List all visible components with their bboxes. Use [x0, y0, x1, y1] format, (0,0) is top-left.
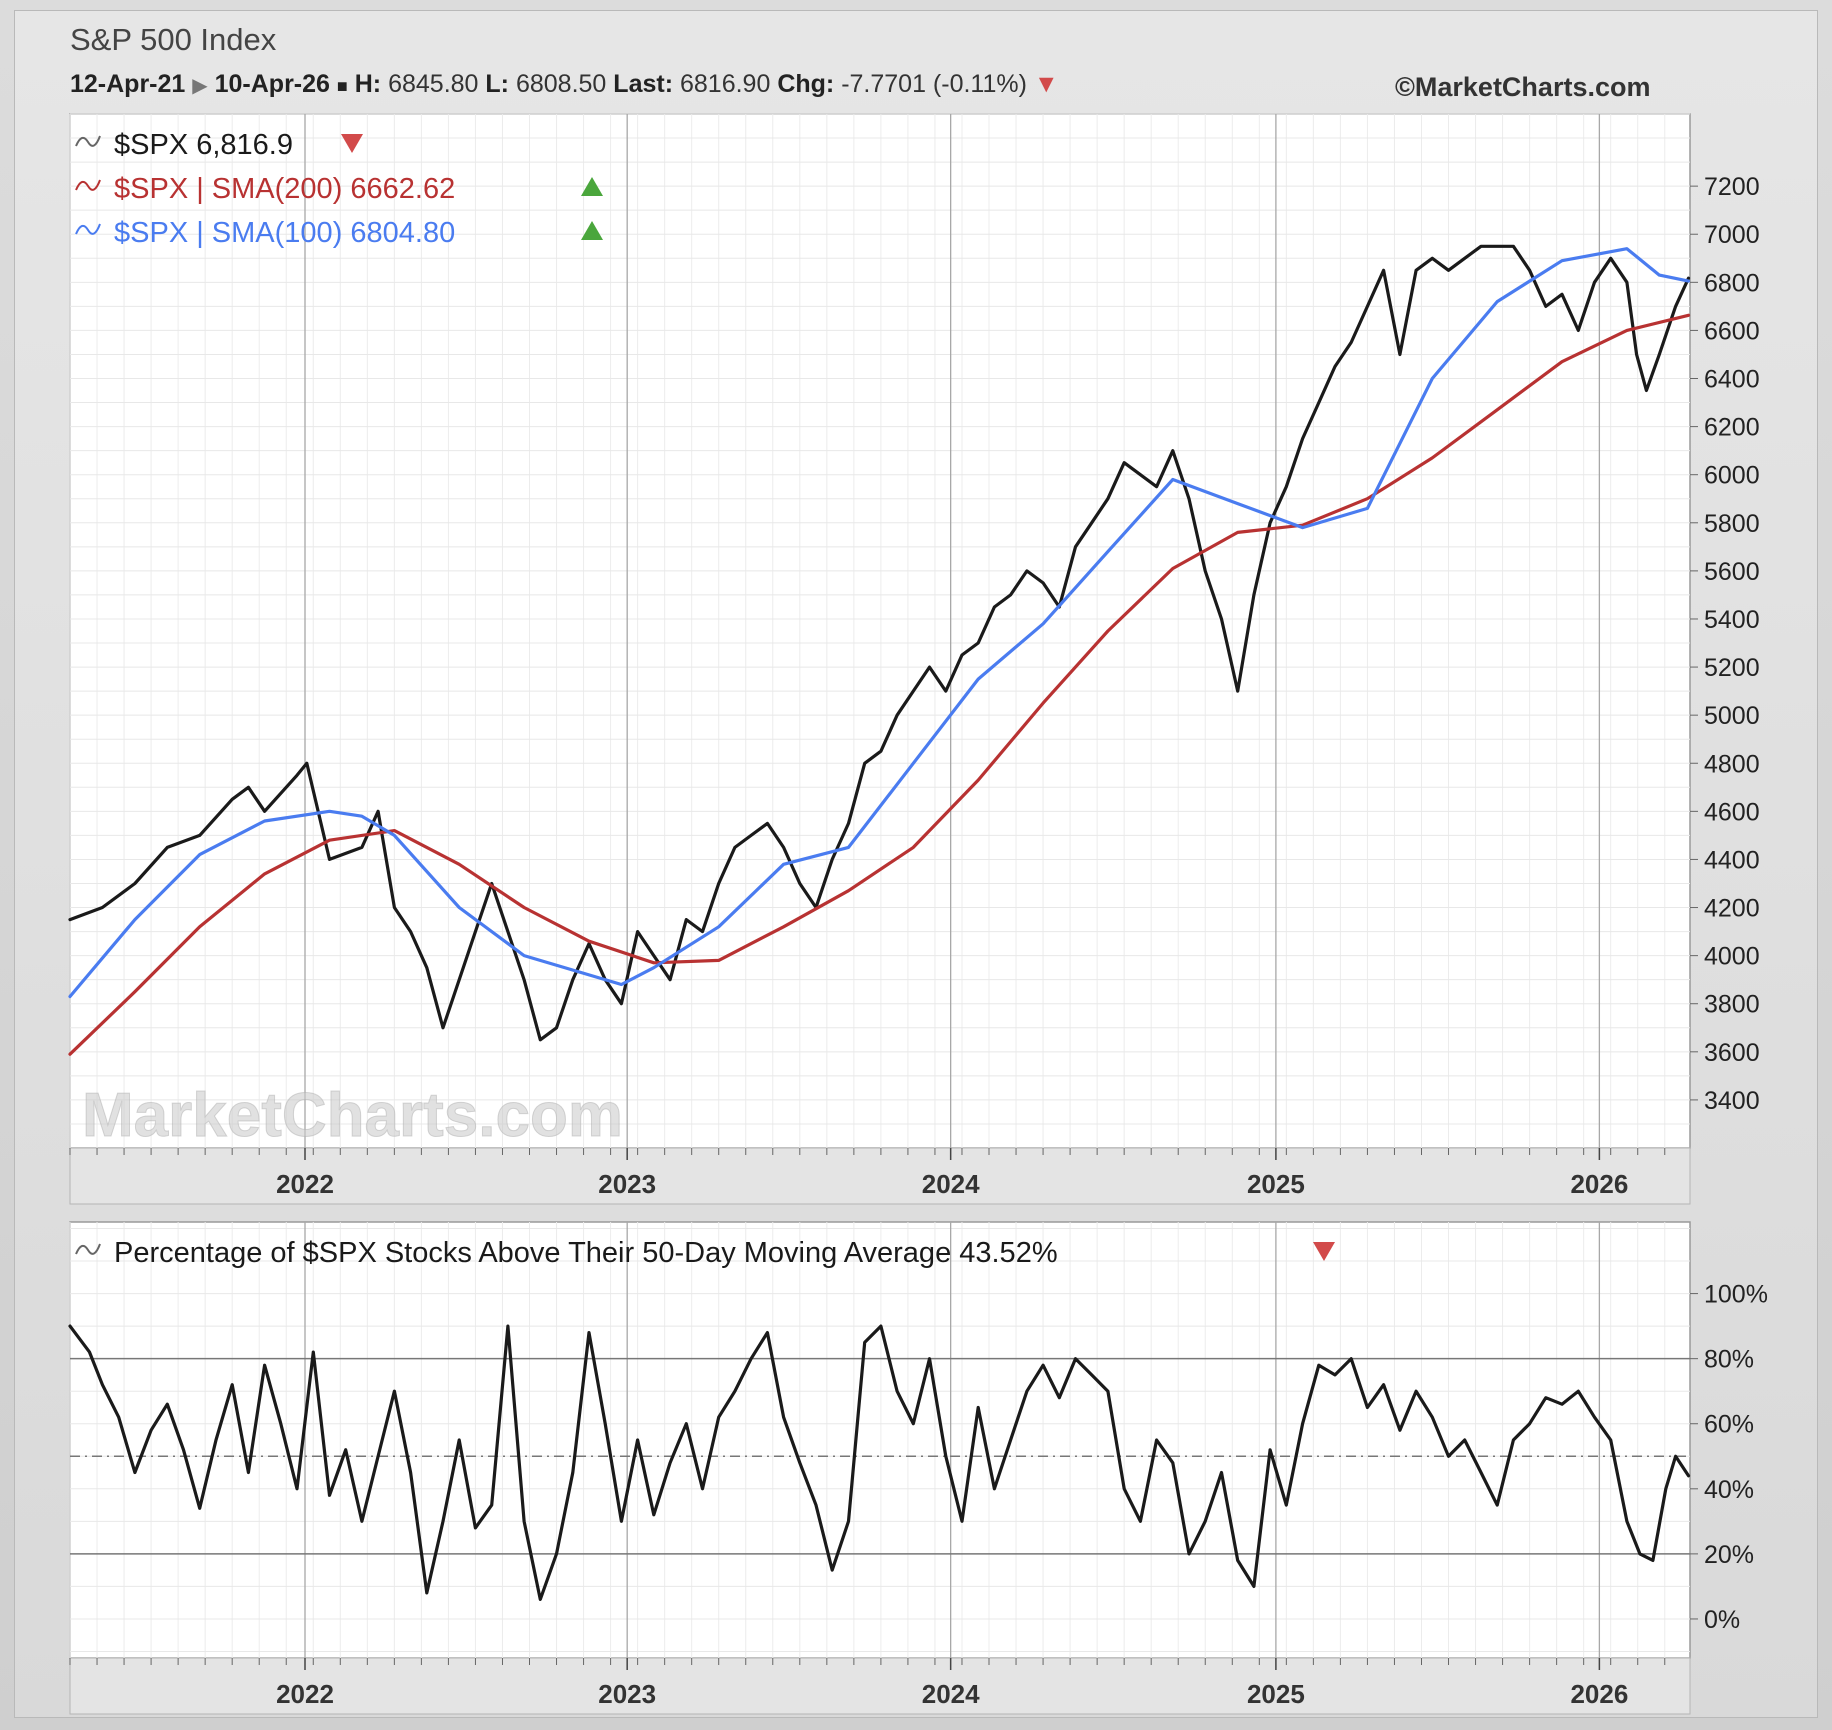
- y-tick-label: 60%: [1704, 1411, 1754, 1439]
- legend-entry-sma100: $SPX | SMA(100) 6804.80: [75, 217, 603, 249]
- end-date: 10-Apr-26: [214, 70, 330, 98]
- y-tick-label: 20%: [1704, 1541, 1754, 1569]
- up-triangle-icon: [581, 177, 603, 196]
- x-tick-label: 2025: [1247, 1169, 1305, 1199]
- last-value: 6816.90: [679, 70, 771, 98]
- down-triangle-icon: [1313, 1242, 1335, 1261]
- y-tick-label: 3400: [1704, 1087, 1760, 1115]
- up-triangle-icon: [581, 221, 603, 240]
- y-tick-label: 100%: [1704, 1281, 1768, 1309]
- chg-value: -7.7701 (-0.11%): [841, 70, 1027, 98]
- x-tick-label: 2026: [1570, 1169, 1628, 1199]
- y-tick-label: 5200: [1704, 654, 1760, 682]
- series-line-sma200: [68, 313, 1691, 1056]
- watermark-logo: MarketCharts.com: [82, 1081, 623, 1150]
- legend-entry-price: $SPX 6,816.9: [75, 129, 363, 161]
- legend-line-icon: [75, 179, 101, 191]
- y-tick-label: 4000: [1704, 943, 1760, 971]
- down-triangle-icon: [341, 134, 363, 153]
- y-tick-label: 80%: [1704, 1346, 1754, 1374]
- legend-label: $SPX | SMA(100) 6804.80: [114, 217, 455, 249]
- copyright-text: ©MarketCharts.com: [1395, 72, 1651, 102]
- y-tick-label: 5000: [1704, 702, 1760, 730]
- y-tick-label: 40%: [1704, 1476, 1754, 1504]
- legend-label: Percentage of $SPX Stocks Above Their 50…: [114, 1237, 1058, 1269]
- y-tick-label: 6200: [1704, 414, 1760, 442]
- down-triangle-icon: ▼: [1033, 70, 1059, 98]
- high-value: 6845.80: [388, 70, 479, 98]
- high-label: H:: [354, 70, 382, 98]
- x-axis-strip-price: [69, 1147, 1691, 1205]
- y-tick-label: 4400: [1704, 846, 1760, 874]
- y-tick-label: 4600: [1704, 798, 1760, 826]
- y-tick-label: 4200: [1704, 895, 1760, 923]
- x-tick-label: 2022: [276, 1679, 334, 1709]
- y-tick-label: 4800: [1704, 750, 1760, 778]
- x-tick-label: 2025: [1247, 1679, 1305, 1709]
- y-tick-label: 7200: [1704, 173, 1760, 201]
- legend-label: $SPX | SMA(200) 6662.62: [114, 173, 455, 205]
- square-bullet-icon: ■: [336, 76, 348, 96]
- chart-subheader: 12-Apr-21 ▶ 10-Apr-26 ■ H: 6845.80 L: 68…: [70, 70, 1059, 99]
- start-date: 12-Apr-21: [70, 70, 186, 98]
- y-tick-label: 6600: [1704, 317, 1760, 345]
- y-tick-label: 0%: [1704, 1606, 1740, 1634]
- y-tick-label: 6000: [1704, 462, 1760, 490]
- y-tick-label: 6800: [1704, 269, 1760, 297]
- y-tick-label: 5800: [1704, 510, 1760, 538]
- range-arrow-icon: ▶: [192, 75, 208, 97]
- x-tick-label: 2022: [276, 1169, 334, 1199]
- x-tick-label: 2023: [598, 1679, 656, 1709]
- y-tick-label: 5400: [1704, 606, 1760, 634]
- low-value: 6808.50: [515, 70, 607, 98]
- last-label: Last:: [613, 70, 674, 98]
- series-line-price: [68, 244, 1691, 1042]
- series-line-sma100: [68, 247, 1691, 999]
- legend-line-icon: [75, 135, 101, 147]
- x-tick-label: 2023: [598, 1169, 656, 1199]
- y-tick-label: 5600: [1704, 558, 1760, 586]
- series-line-breadth: [68, 1324, 1691, 1601]
- y-tick-label: 3600: [1704, 1039, 1760, 1067]
- legend-entry-sma200: $SPX | SMA(200) 6662.62: [75, 173, 603, 205]
- chg-label: Chg:: [777, 70, 835, 98]
- x-tick-label: 2024: [922, 1679, 980, 1709]
- x-tick-label: 2024: [922, 1169, 980, 1199]
- x-axis-strip-breadth: [69, 1657, 1691, 1715]
- chart-title: S&P 500 Index: [70, 22, 277, 57]
- legend-line-icon: [75, 1243, 101, 1255]
- legend-label: $SPX 6,816.9: [114, 129, 293, 161]
- y-tick-label: 6400: [1704, 366, 1760, 394]
- x-tick-label: 2026: [1570, 1679, 1628, 1709]
- y-tick-label: 7000: [1704, 221, 1760, 249]
- low-label: L:: [485, 70, 510, 98]
- y-tick-label: 3800: [1704, 991, 1760, 1019]
- legend-entry-breadth: Percentage of $SPX Stocks Above Their 50…: [75, 1237, 1335, 1269]
- legend-line-icon: [75, 223, 101, 235]
